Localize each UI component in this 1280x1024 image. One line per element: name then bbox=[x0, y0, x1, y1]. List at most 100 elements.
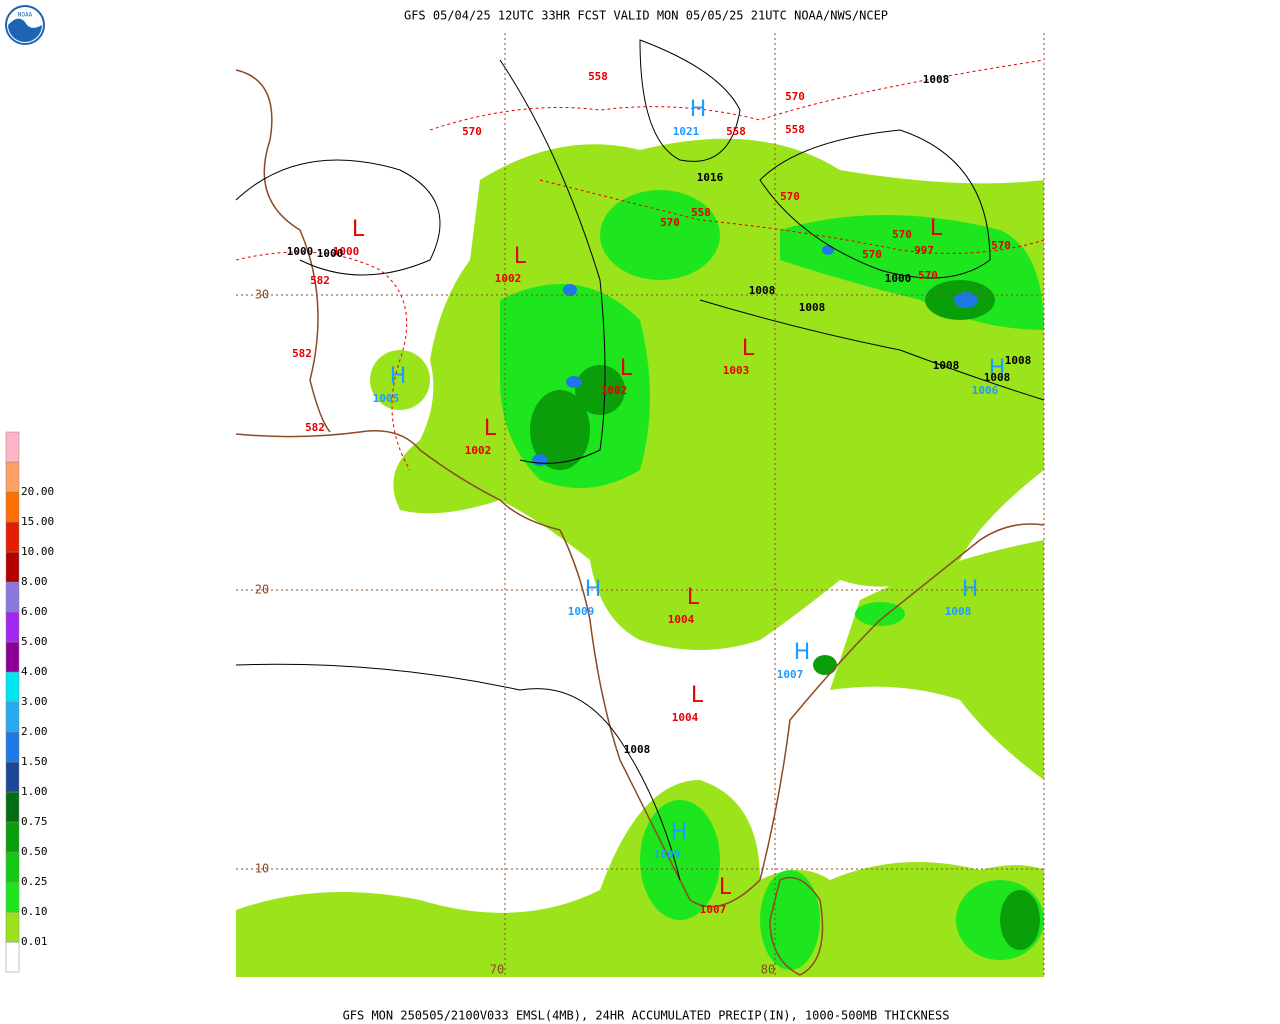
legend-swatch bbox=[5, 701, 20, 733]
pressure-value: 1008 bbox=[945, 605, 972, 618]
latitude-label: 10 bbox=[255, 862, 269, 876]
pressure-value: 1002 bbox=[495, 272, 522, 285]
pressure-symbol: L bbox=[484, 416, 497, 441]
legend-swatch bbox=[5, 461, 20, 493]
legend-label: 0.75 bbox=[21, 815, 48, 828]
legend-label: 0.50 bbox=[21, 845, 48, 858]
legend-label: 5.00 bbox=[21, 635, 48, 648]
pressure-value: 1002 bbox=[465, 444, 492, 457]
pressure-symbol: L bbox=[691, 683, 704, 708]
pressure-symbol: H bbox=[794, 640, 811, 665]
legend-swatch bbox=[5, 641, 20, 673]
pressure-symbol: L bbox=[514, 244, 527, 269]
isobar-label: 1008 bbox=[624, 743, 651, 756]
legend-swatch bbox=[5, 551, 20, 583]
thickness-label: 570 bbox=[780, 190, 800, 203]
isobar-label: 1008 bbox=[1005, 354, 1032, 367]
pressure-symbol: H bbox=[671, 820, 688, 845]
thickness-label: 558 bbox=[726, 125, 746, 138]
thickness-contours bbox=[235, 59, 1045, 471]
map bbox=[235, 33, 1045, 977]
pressure-value: 1006 bbox=[972, 384, 999, 397]
thickness-label: 558 bbox=[691, 206, 711, 219]
legend-label: 15.00 bbox=[21, 515, 54, 528]
latitude-label: 30 bbox=[255, 288, 269, 302]
pressure-symbol: H bbox=[585, 577, 602, 602]
legend-swatch bbox=[5, 821, 20, 853]
legend-label: 4.00 bbox=[21, 665, 48, 678]
thickness-label: 570 bbox=[462, 125, 482, 138]
legend-swatch bbox=[5, 851, 20, 883]
noaa-logo: NOAA bbox=[5, 5, 45, 45]
thickness-label: 582 bbox=[292, 347, 312, 360]
legend-swatch bbox=[5, 431, 20, 463]
thickness-label: 570 bbox=[991, 239, 1011, 252]
pressure-value: 1000 bbox=[333, 245, 360, 258]
thickness-label: 570 bbox=[862, 248, 882, 261]
pressure-symbol: L bbox=[930, 216, 943, 241]
footer: GFS MON 250505/2100V033 EMSL(4MB), 24HR … bbox=[343, 1009, 950, 1023]
legend-swatch bbox=[5, 761, 20, 793]
legend-label: 8.00 bbox=[21, 575, 48, 588]
legend-label: 1.50 bbox=[21, 755, 48, 768]
pressure-value: 997 bbox=[914, 244, 934, 257]
pressure-value: 1007 bbox=[777, 668, 804, 681]
isobar-label: 1008 bbox=[933, 359, 960, 372]
legend-swatch bbox=[5, 671, 20, 703]
pressure-value: 1004 bbox=[672, 711, 699, 724]
isobar-label: 1008 bbox=[799, 301, 826, 314]
isobars bbox=[235, 39, 1045, 881]
pressure-symbol: H bbox=[989, 356, 1006, 381]
legend-label: 10.00 bbox=[21, 545, 54, 558]
pressure-value: 1002 bbox=[601, 384, 628, 397]
pressure-symbol: H bbox=[390, 364, 407, 389]
pressure-symbol: H bbox=[690, 97, 707, 122]
isobar-label: 1000 bbox=[885, 272, 912, 285]
thickness-label: 570 bbox=[785, 90, 805, 103]
pressure-symbol: H bbox=[962, 577, 979, 602]
legend: 0.01 0.10 0.25 0.50 0.75 1.00 1.50 2.00 3.00 4.00… bbox=[5, 431, 54, 973]
legend-label: 6.00 bbox=[21, 605, 48, 618]
legend-swatch bbox=[5, 881, 20, 913]
isobar-label: 1000 bbox=[287, 245, 314, 258]
pressure-value: 1021 bbox=[673, 125, 700, 138]
thickness-label: 558 bbox=[588, 70, 608, 83]
thickness-label: 570 bbox=[918, 269, 938, 282]
legend-label: 0.01 bbox=[21, 935, 48, 948]
isobar-label: 1016 bbox=[697, 171, 724, 184]
thickness-label: 570 bbox=[660, 216, 680, 229]
thickness-label: 582 bbox=[310, 274, 330, 287]
latitude-label: 20 bbox=[255, 583, 269, 597]
pressure-value: 1004 bbox=[668, 613, 695, 626]
legend-swatch bbox=[5, 491, 20, 523]
pressure-symbol: L bbox=[687, 585, 700, 610]
isobar-label: 1008 bbox=[923, 73, 950, 86]
pressure-symbol: L bbox=[719, 875, 732, 900]
legend-swatch bbox=[5, 941, 20, 973]
isobar-label: 1008 bbox=[984, 371, 1011, 384]
pressure-value: 1009 bbox=[654, 848, 681, 861]
legend-label: 1.00 bbox=[21, 785, 48, 798]
legend-label: 20.00 bbox=[21, 485, 54, 498]
legend-label: 2.00 bbox=[21, 725, 48, 738]
legend-swatch bbox=[5, 731, 20, 763]
legend-label: 3.00 bbox=[21, 695, 48, 708]
pressure-value: 1009 bbox=[568, 605, 595, 618]
svg-text:NOAA: NOAA bbox=[18, 12, 33, 19]
legend-swatch bbox=[5, 521, 20, 553]
pressure-symbol: L bbox=[742, 336, 755, 361]
graticule bbox=[236, 33, 1045, 977]
thickness-label: 570 bbox=[892, 228, 912, 241]
legend-label: 0.25 bbox=[21, 875, 48, 888]
thickness-label: 558 bbox=[785, 123, 805, 136]
map-labels: 30 20 10 70 80 H 1021 L 1002 L 1000 H 1005 L 1002 L 1003… bbox=[255, 70, 1031, 977]
thickness-label: 582 bbox=[305, 421, 325, 434]
title: GFS 05/04/25 12UTC 33HR FCST VALID MON 0… bbox=[404, 9, 888, 23]
legend-swatch bbox=[5, 911, 20, 943]
legend-swatch bbox=[5, 791, 20, 823]
legend-label: 0.10 bbox=[21, 905, 48, 918]
isobar-label: 1000 bbox=[317, 247, 344, 260]
pressure-value: 1003 bbox=[723, 364, 750, 377]
